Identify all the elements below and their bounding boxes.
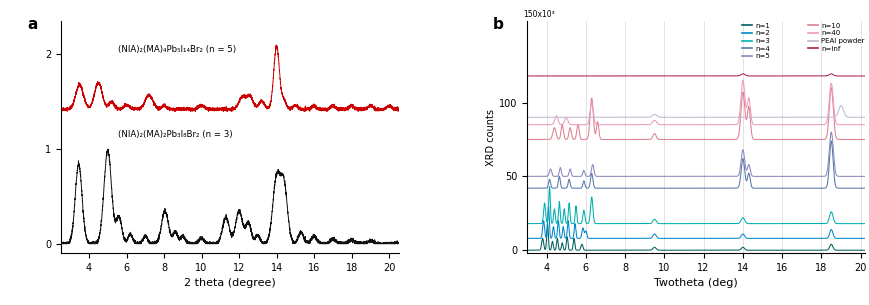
Text: b: b [493, 17, 504, 32]
Text: a: a [27, 17, 37, 32]
X-axis label: Twotheta (deg): Twotheta (deg) [653, 278, 738, 289]
Legend: n=10, n=40, PEAI powder, n=inf: n=10, n=40, PEAI powder, n=inf [808, 23, 865, 52]
Text: 150x10³: 150x10³ [523, 10, 555, 19]
Y-axis label: XRD counts: XRD counts [486, 109, 496, 166]
X-axis label: 2 theta (degree): 2 theta (degree) [184, 278, 275, 289]
Text: (NIA)₂(MA)₄Pb₅I₁₄Br₂ (n = 5): (NIA)₂(MA)₄Pb₅I₁₄Br₂ (n = 5) [118, 45, 236, 54]
Text: (NIA)₂(MA)₂Pb₃I₈Br₂ (n = 3): (NIA)₂(MA)₂Pb₃I₈Br₂ (n = 3) [118, 130, 233, 139]
